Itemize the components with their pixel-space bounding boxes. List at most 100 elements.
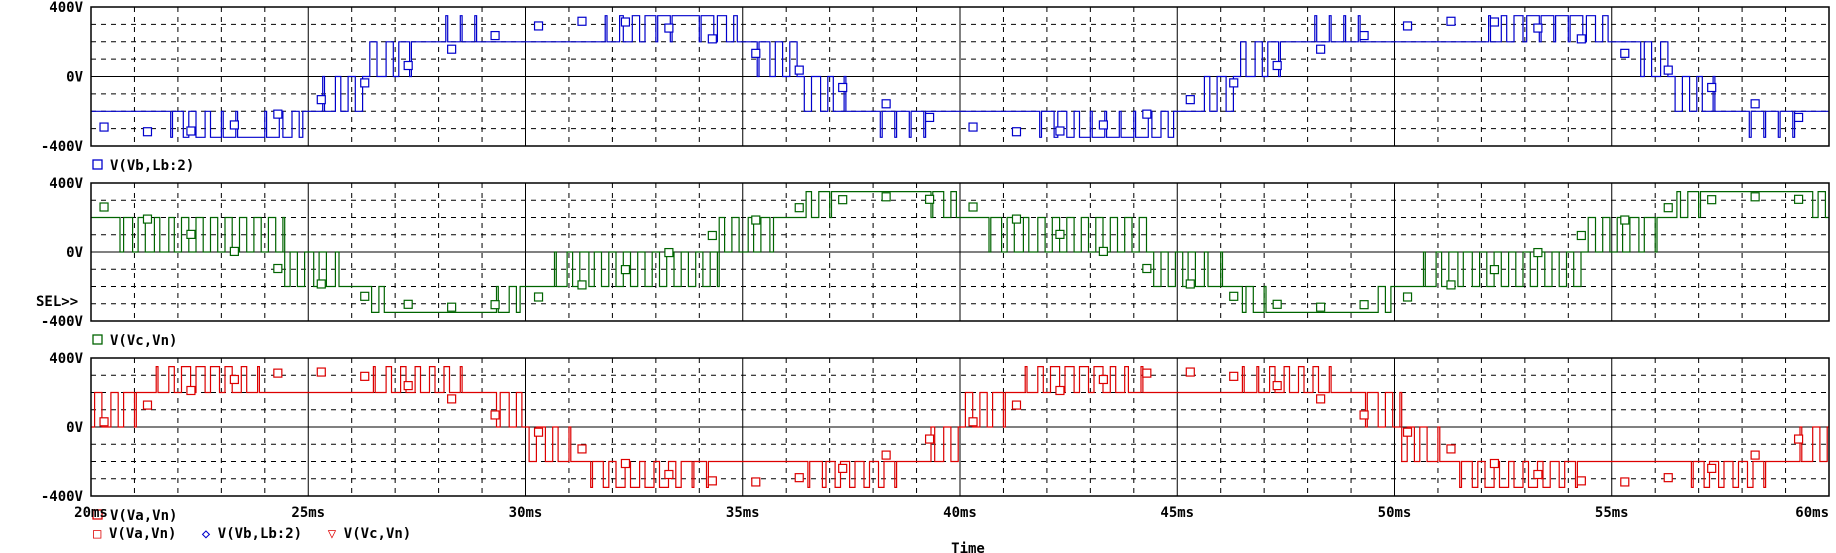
trace-marker bbox=[968, 417, 978, 427]
trace-marker bbox=[186, 229, 196, 239]
trace-marker bbox=[1402, 21, 1413, 31]
trace-marker bbox=[794, 65, 804, 75]
trace-line bbox=[91, 15, 1829, 138]
x-tick-label: 30ms bbox=[509, 505, 543, 521]
trace-marker bbox=[1707, 82, 1717, 93]
x-tick-label: 25ms bbox=[291, 505, 325, 521]
trace-marker bbox=[490, 300, 500, 310]
x-tick-label: 45ms bbox=[1160, 505, 1194, 521]
trace-marker bbox=[142, 127, 153, 137]
trace-marker bbox=[1576, 34, 1586, 44]
x-tick-label: 55ms bbox=[1595, 505, 1629, 521]
trace-marker bbox=[273, 109, 283, 119]
trace-marker bbox=[1707, 195, 1717, 205]
trace-marker bbox=[1750, 192, 1760, 202]
plot-frame bbox=[90, 357, 1830, 497]
trace-marker bbox=[273, 263, 283, 274]
trace-marker bbox=[1533, 247, 1543, 258]
trace-marker bbox=[360, 78, 370, 88]
trace-marker bbox=[316, 95, 326, 105]
trace-marker bbox=[707, 230, 717, 241]
trace-marker bbox=[1229, 371, 1239, 381]
selection-marker: SEL>> bbox=[36, 294, 78, 310]
trace-marker bbox=[533, 427, 544, 437]
trace-marker bbox=[664, 469, 674, 480]
trace-marker bbox=[1446, 16, 1456, 26]
trace-marker bbox=[1533, 469, 1543, 480]
trace-marker bbox=[490, 30, 500, 41]
trace-marker bbox=[881, 192, 891, 202]
trace-marker bbox=[186, 126, 196, 136]
trace-marker bbox=[968, 202, 978, 212]
trace-marker bbox=[316, 279, 326, 289]
trace-marker bbox=[664, 23, 674, 33]
trace-marker bbox=[1402, 292, 1413, 302]
trace-marker bbox=[99, 202, 109, 212]
trace-marker bbox=[1489, 17, 1500, 27]
trace-marker bbox=[577, 444, 587, 454]
trace-marker bbox=[316, 367, 326, 377]
trace-label: V(Vb,Lb:2) bbox=[110, 158, 194, 174]
trace-marker bbox=[186, 385, 196, 396]
trace-marker bbox=[229, 246, 239, 257]
trace-marker bbox=[1793, 194, 1804, 204]
trace-marker bbox=[1663, 203, 1673, 213]
trace-marker bbox=[1533, 23, 1543, 33]
x-axis-title: Time bbox=[951, 541, 985, 553]
trace-label-marker bbox=[92, 334, 103, 345]
trace-marker bbox=[229, 374, 239, 385]
legend-label: V(Vc,Vn) bbox=[344, 526, 411, 542]
plot-frame bbox=[90, 182, 1830, 322]
trace-marker bbox=[1185, 367, 1195, 377]
trace-marker bbox=[620, 17, 631, 27]
trace-marker bbox=[1185, 95, 1195, 105]
trace-label-marker bbox=[92, 159, 103, 170]
trace-marker bbox=[1793, 434, 1804, 444]
trace-marker bbox=[533, 21, 544, 31]
y-tick-label: -400V bbox=[41, 489, 84, 505]
trace-marker bbox=[1359, 300, 1369, 310]
trace-marker bbox=[1489, 265, 1500, 275]
trace-marker bbox=[1620, 477, 1630, 487]
plot-frame bbox=[90, 6, 1830, 147]
x-tick-label: 50ms bbox=[1378, 505, 1412, 521]
trace-marker bbox=[1229, 291, 1239, 301]
trace-marker bbox=[1142, 263, 1152, 274]
trace-marker bbox=[1272, 60, 1282, 71]
trace-marker bbox=[1750, 99, 1760, 109]
trace-marker bbox=[447, 44, 457, 54]
trace-marker bbox=[751, 215, 761, 225]
trace-marker bbox=[1316, 44, 1326, 54]
trace-marker bbox=[403, 299, 413, 309]
trace-marker bbox=[1098, 374, 1108, 385]
trace-marker bbox=[1489, 458, 1500, 469]
legend-marker: □ bbox=[93, 526, 102, 542]
trace-marker bbox=[229, 120, 239, 130]
trace-marker bbox=[533, 292, 544, 302]
trace-marker bbox=[924, 194, 935, 204]
trace-marker bbox=[490, 410, 500, 420]
trace-marker bbox=[881, 450, 891, 460]
trace-marker bbox=[403, 60, 413, 71]
trace-marker bbox=[751, 477, 761, 487]
x-tick-label: 40ms bbox=[943, 505, 977, 521]
trace-marker bbox=[838, 463, 848, 474]
legend-label: V(Va,Vn) bbox=[109, 526, 176, 542]
trace-marker bbox=[1011, 400, 1022, 410]
trace-marker bbox=[664, 247, 674, 258]
y-tick-label: 0V bbox=[66, 70, 83, 86]
trace-marker bbox=[751, 48, 761, 58]
trace-marker bbox=[1272, 299, 1282, 309]
trace-marker bbox=[577, 16, 587, 26]
trace-marker bbox=[1142, 368, 1152, 378]
trace-marker bbox=[577, 280, 587, 290]
trace-marker bbox=[447, 394, 457, 404]
frame-layer bbox=[90, 6, 1830, 497]
legend-label: V(Vb,Lb:2) bbox=[218, 526, 302, 542]
trace-marker bbox=[881, 99, 891, 109]
trace-label: V(Va,Vn) bbox=[110, 508, 177, 524]
trace-marker bbox=[1359, 410, 1369, 420]
trace-marker bbox=[838, 195, 848, 205]
trace-marker bbox=[142, 214, 153, 224]
